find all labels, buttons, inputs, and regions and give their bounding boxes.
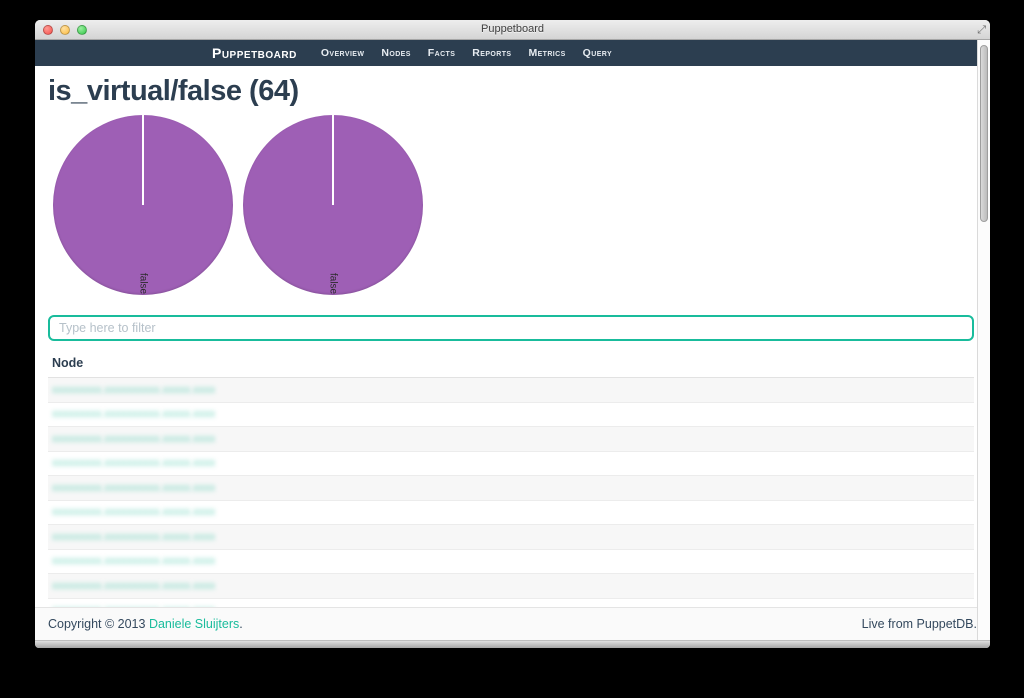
close-button[interactable] [43, 25, 53, 35]
footer: Copyright © 2013 Daniele Sluijters. Live… [35, 607, 990, 640]
main-content: is_virtual/false (64) false false Node x… [35, 66, 990, 607]
copyright-suffix: . [239, 617, 243, 631]
app-window: Puppetboard ⤢ Puppetboard Overview Nodes… [35, 20, 990, 648]
titlebar[interactable]: Puppetboard ⤢ [35, 20, 990, 40]
node-link-blurred[interactable]: xxxxxxxxx.xxxxxxxxxx.xxxxx.xxxx [52, 579, 216, 592]
node-column-header: Node [48, 352, 974, 378]
live-status-text: Live from PuppetDB. [861, 617, 977, 631]
navbar: Puppetboard Overview Nodes Facts Reports… [35, 40, 990, 66]
table-row[interactable]: xxxxxxxxx.xxxxxxxxxx.xxxxx.xxxx [48, 574, 974, 599]
window-bottom-edge [35, 640, 990, 648]
node-link-blurred[interactable]: xxxxxxxxx.xxxxxxxxxx.xxxxx.xxxx [52, 457, 216, 470]
node-link-blurred[interactable]: xxxxxxxxx.xxxxxxxxxx.xxxxx.xxxx [52, 506, 216, 519]
pie-chart-left: false [53, 115, 233, 295]
window-title: Puppetboard [481, 23, 544, 35]
table-row[interactable]: xxxxxxxxx.xxxxxxxxxx.xxxxx.xxxx [48, 427, 974, 452]
brand-link[interactable]: Puppetboard [212, 45, 297, 61]
nav-item-reports[interactable]: Reports [472, 47, 512, 59]
node-link-blurred[interactable]: xxxxxxxxx.xxxxxxxxxx.xxxxx.xxxx [52, 555, 216, 568]
node-link-blurred[interactable]: xxxxxxxxx.xxxxxxxxxx.xxxxx.xxxx [52, 408, 216, 421]
copyright-text: Copyright © 2013 Daniele Sluijters. [48, 617, 243, 631]
table-row[interactable]: xxxxxxxxx.xxxxxxxxxx.xxxxx.xxxx [48, 550, 974, 574]
table-row[interactable]: xxxxxxxxx.xxxxxxxxxx.xxxxx.xxxx [48, 501, 974, 525]
node-link-blurred[interactable]: xxxxxxxxx.xxxxxxxxxx.xxxxx.xxxx [52, 383, 216, 396]
table-row[interactable]: xxxxxxxxx.xxxxxxxxxx.xxxxx.xxxx [48, 378, 974, 403]
pie-slice-boundary [142, 115, 144, 205]
nav-item-nodes[interactable]: Nodes [381, 47, 411, 59]
table-row[interactable]: xxxxxxxxx.xxxxxxxxxx.xxxxx.xxxx [48, 599, 974, 607]
pie-slice-label: false [327, 272, 339, 294]
node-table: Node xxxxxxxxx.xxxxxxxxxx.xxxxx.xxxx xxx… [48, 352, 974, 607]
fact-pie-charts: false false [53, 115, 974, 295]
traffic-lights [43, 25, 87, 35]
node-rows: xxxxxxxxx.xxxxxxxxxx.xxxxx.xxxx xxxxxxxx… [48, 378, 974, 607]
node-link-blurred[interactable]: xxxxxxxxx.xxxxxxxxxx.xxxxx.xxxx [52, 604, 215, 607]
minimize-button[interactable] [60, 25, 70, 35]
scrollbar-thumb[interactable] [980, 45, 988, 222]
table-row[interactable]: xxxxxxxxx.xxxxxxxxxx.xxxxx.xxxx [48, 476, 974, 501]
page-title: is_virtual/false (64) [48, 75, 299, 107]
nav-item-metrics[interactable]: Metrics [528, 47, 566, 59]
table-row[interactable]: xxxxxxxxx.xxxxxxxxxx.xxxxx.xxxx [48, 403, 974, 427]
fullscreen-icon[interactable]: ⤢ [977, 24, 986, 36]
node-link-blurred[interactable]: xxxxxxxxx.xxxxxxxxxx.xxxxx.xxxx [52, 481, 216, 494]
zoom-button[interactable] [77, 25, 87, 35]
pie-chart-right: false [243, 115, 423, 295]
author-link[interactable]: Daniele Sluijters [148, 617, 240, 631]
pie-slice-boundary [332, 115, 334, 205]
table-row[interactable]: xxxxxxxxx.xxxxxxxxxx.xxxxx.xxxx [48, 452, 974, 476]
nav-item-overview[interactable]: Overview [320, 47, 365, 59]
node-link-blurred[interactable]: xxxxxxxxx.xxxxxxxxxx.xxxxx.xxxx [52, 530, 216, 543]
node-link-blurred[interactable]: xxxxxxxxx.xxxxxxxxxx.xxxxx.xxxx [52, 432, 216, 445]
filter-input[interactable] [48, 315, 974, 341]
nav-item-facts[interactable]: Facts [427, 47, 456, 59]
scrollbar-track[interactable] [977, 40, 990, 640]
table-row[interactable]: xxxxxxxxx.xxxxxxxxxx.xxxxx.xxxx [48, 525, 974, 550]
pie-slice-label: false [137, 272, 149, 294]
nav-item-query[interactable]: Query [582, 47, 613, 59]
copyright-prefix: Copyright © 2013 [48, 617, 149, 631]
